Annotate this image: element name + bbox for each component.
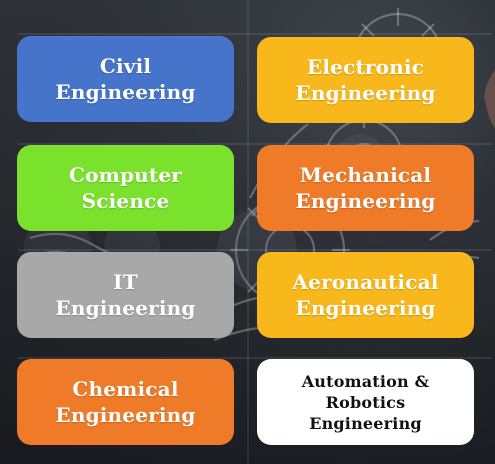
electronic-engineering-label: Electronic Engineering (295, 55, 436, 105)
chemical-engineering-tile[interactable]: Chemical Engineering (17, 359, 234, 445)
mechanical-engineering-label: Mechanical Engineering (295, 163, 436, 213)
chemical-engineering-label: Chemical Engineering (55, 377, 196, 427)
civil-engineering-tile[interactable]: Civil Engineering (17, 36, 234, 122)
automation-robotics-engineering-tile[interactable]: Automation & Robotics Engineering (257, 359, 474, 445)
automation-robotics-engineering-label: Automation & Robotics Engineering (301, 371, 430, 433)
aeronautical-engineering-label: Aeronautical Engineering (292, 270, 439, 320)
computer-science-tile[interactable]: Computer Science (17, 145, 234, 231)
aeronautical-engineering-tile[interactable]: Aeronautical Engineering (257, 252, 474, 338)
it-engineering-tile[interactable]: IT Engineering (17, 252, 234, 338)
it-engineering-label: IT Engineering (55, 270, 196, 320)
electronic-engineering-tile[interactable]: Electronic Engineering (257, 37, 474, 123)
computer-science-label: Computer Science (68, 163, 183, 213)
mechanical-engineering-tile[interactable]: Mechanical Engineering (257, 145, 474, 231)
civil-engineering-label: Civil Engineering (55, 54, 196, 104)
